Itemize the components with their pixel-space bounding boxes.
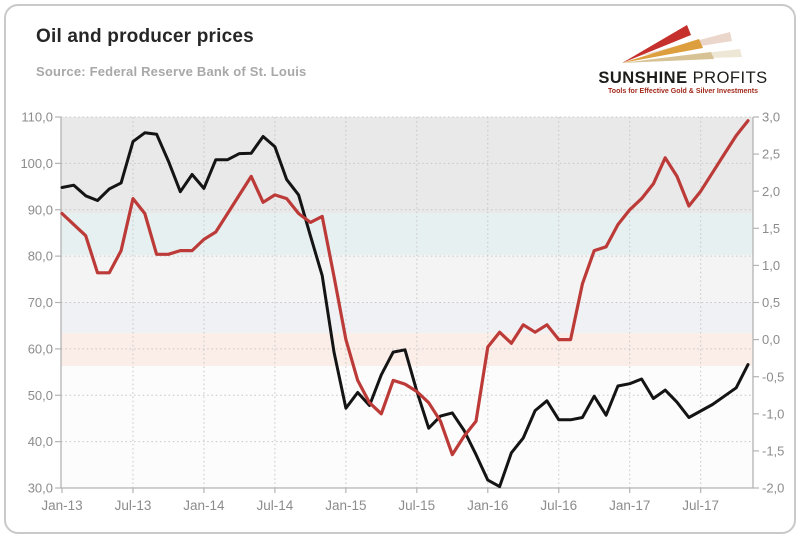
right-tick-label: -1,5 [762, 443, 784, 458]
left-tick-label: 40,0 [28, 434, 53, 449]
right-tick-label: -0,5 [762, 369, 784, 384]
logo-name: SUNSHINE PROFITS [598, 69, 767, 87]
x-tick-label: Jul-15 [398, 498, 435, 513]
plot-band [61, 212, 753, 256]
logo-tagline: Tools for Effective Gold & Silver Invest… [608, 86, 758, 95]
x-tick-label: Jul-16 [540, 498, 577, 513]
x-tick-label: Jul-17 [682, 498, 719, 513]
right-tick-label: 2,0 [762, 184, 780, 199]
x-tick-label: Jan-14 [183, 498, 225, 513]
logo-rays-icon [622, 25, 742, 63]
left-tick-label: 90,0 [28, 202, 53, 217]
right-tick-label: 3,0 [762, 110, 780, 125]
chart-title: Oil and producer prices [36, 26, 254, 47]
plot-band [61, 255, 753, 303]
x-tick-label: Jan-17 [609, 498, 650, 513]
left-tick-label: 110,0 [21, 110, 53, 125]
right-tick-label: -2,0 [762, 481, 784, 496]
right-tick-label: 0,5 [762, 295, 780, 310]
right-tick-label: 2,5 [762, 147, 780, 162]
chart-source: Source: Federal Reserve Bank of St. Loui… [36, 64, 307, 79]
right-tick-label: 0,0 [762, 332, 780, 347]
x-tick-label: Jan-16 [467, 498, 508, 513]
sunshine-profits-logo: SUNSHINE PROFITS Tools for Effective Gol… [598, 25, 767, 95]
left-tick-label: 100,0 [20, 156, 53, 171]
x-tick-label: Jul-14 [257, 498, 294, 513]
oil-price-black-line [60, 131, 750, 489]
right-tick-label: -1,0 [762, 406, 784, 421]
left-tick-label: 70,0 [28, 295, 53, 310]
producer-prices-red-line [60, 119, 750, 457]
x-tick-label: Jan-15 [325, 498, 366, 513]
x-tick-label: Jan-13 [41, 498, 82, 513]
left-tick-label: 80,0 [28, 249, 53, 264]
left-tick-label: 30,0 [28, 481, 53, 496]
plot-band [61, 117, 753, 213]
right-tick-label: 1,0 [762, 258, 780, 273]
left-tick-label: 60,0 [28, 341, 53, 356]
left-tick-label: 50,0 [28, 388, 53, 403]
right-tick-label: 1,5 [762, 221, 780, 236]
x-tick-label: Jul-13 [115, 498, 152, 513]
plot-band [61, 302, 753, 334]
